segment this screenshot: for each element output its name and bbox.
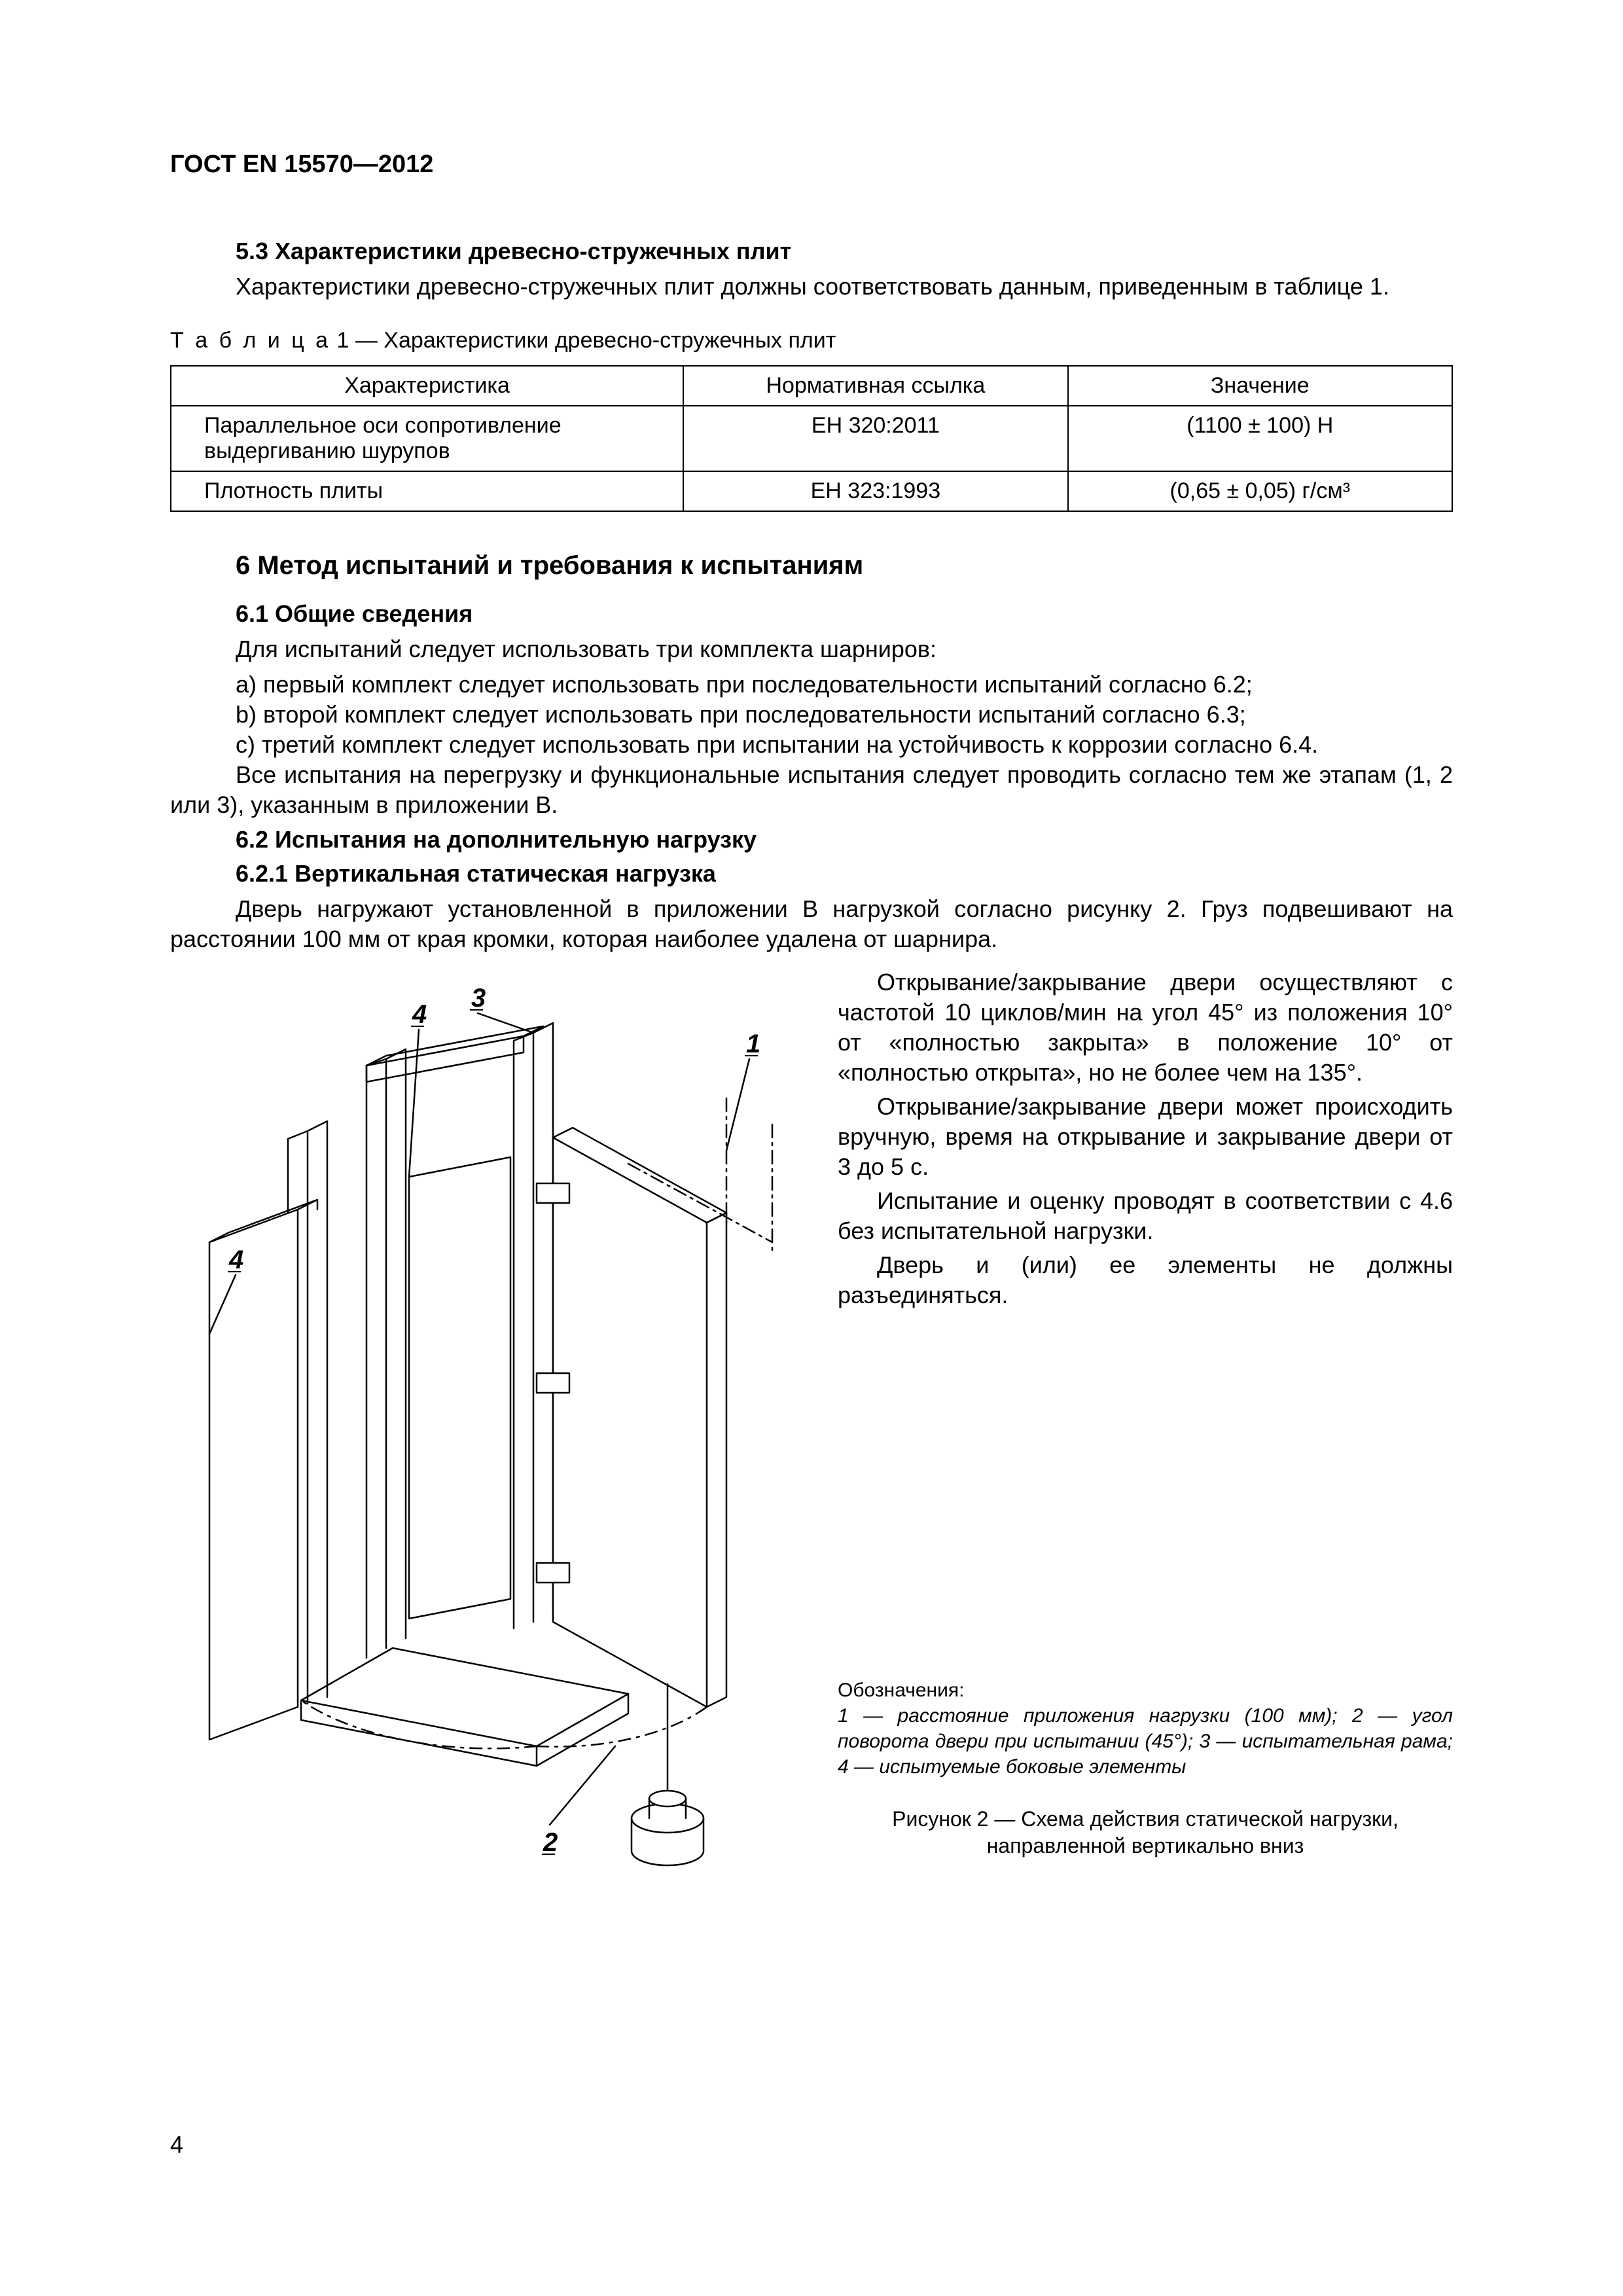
- right-column-text: Открывание/закрывание двери осуществляют…: [838, 967, 1453, 1923]
- section-5-3-title: 5.3 Характеристики древесно-стружечных п…: [236, 238, 1453, 265]
- figure-label-1: 1: [746, 1030, 760, 1058]
- table-1: Характеристика Нормативная ссылка Значен…: [170, 365, 1453, 512]
- section-6-2-title: 6.2 Испытания на дополнительную нагрузку: [236, 826, 1453, 853]
- section-6-1-intro: Для испытаний следует использовать три к…: [170, 634, 1453, 664]
- heading-6: 6 Метод испытаний и требования к испытан…: [236, 551, 1453, 581]
- para-r4: Дверь и (или) ее элементы не должны разъ…: [838, 1250, 1453, 1310]
- list-item-b: b) второй комплект следует использовать …: [236, 700, 1453, 730]
- figure-label-3: 3: [471, 984, 486, 1013]
- table-col-2: Значение: [1068, 366, 1452, 406]
- table-1-caption: Т а б л и ц а 1 — Характеристики древесн…: [170, 328, 1453, 353]
- figure-label-4: 4: [412, 1000, 427, 1029]
- list-item-a: a) первый комплект следует использовать …: [236, 670, 1453, 700]
- legend-title: Обозначения:: [838, 1677, 1453, 1703]
- page-number: 4: [170, 2131, 183, 2159]
- figure-legend: Обозначения: 1 — расстояние приложения н…: [838, 1677, 1453, 1780]
- table-row: Параллельное оси сопротивление выдергива…: [171, 406, 1452, 471]
- list-item-c: c) третий комплект следует использовать …: [236, 730, 1453, 760]
- table-cell: (0,65 ± 0,05) г/см³: [1068, 471, 1452, 511]
- table-cell: Плотность плиты: [171, 471, 683, 511]
- table-caption-rest: 1 — Характеристики древесно-стружечных п…: [330, 328, 836, 353]
- figure-caption: Рисунок 2 — Схема действия статической н…: [838, 1806, 1453, 1859]
- para-r2: Открывание/закрывание двери может происх…: [838, 1092, 1453, 1182]
- table-caption-word: Т а б л и ц а: [170, 328, 330, 353]
- table-cell: (1100 ± 100) Н: [1068, 406, 1452, 471]
- table-cell: ЕН 320:2011: [683, 406, 1067, 471]
- para-r1: Открывание/закрывание двери осуществляют…: [838, 967, 1453, 1088]
- section-5-3-para: Характеристики древесно-стружечных плит …: [170, 272, 1453, 302]
- figure-label-4b: 4: [228, 1246, 243, 1274]
- figure-2: 1 2 3 4 4: [170, 967, 812, 1923]
- table-col-0: Характеристика: [171, 366, 683, 406]
- figure-label-2: 2: [543, 1828, 558, 1857]
- table-row: Плотность плиты ЕН 323:1993 (0,65 ± 0,05…: [171, 471, 1452, 511]
- para-r3: Испытание и оценку проводят в соответств…: [838, 1186, 1453, 1246]
- section-6-2-1-title: 6.2.1 Вертикальная статическая нагрузка: [236, 860, 1453, 888]
- section-6-2-1-para: Дверь нагружают установленной в приложен…: [170, 894, 1453, 954]
- table-cell: ЕН 323:1993: [683, 471, 1067, 511]
- section-6-1-title: 6.1 Общие сведения: [236, 600, 1453, 628]
- table-cell: Параллельное оси сопротивление выдергива…: [171, 406, 683, 471]
- section-6-1-tail: Все испытания на перегрузку и функционал…: [170, 760, 1453, 820]
- document-header: ГОСТ EN 15570—2012: [170, 151, 1453, 179]
- table-header-row: Характеристика Нормативная ссылка Значен…: [171, 366, 1452, 406]
- legend-body: 1 — расстояние приложения нагрузки (100 …: [838, 1703, 1453, 1780]
- table-col-1: Нормативная ссылка: [683, 366, 1067, 406]
